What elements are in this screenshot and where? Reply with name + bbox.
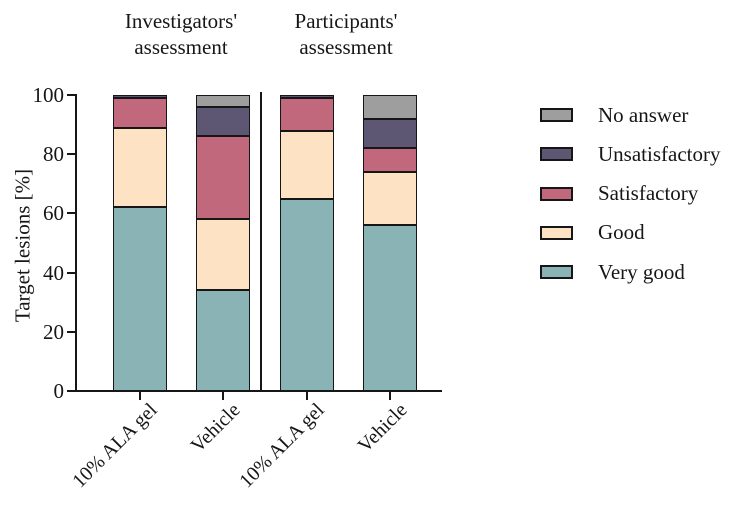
- legend-label: Unsatisfactory: [598, 141, 721, 166]
- y-axis-title: Target lesions [%]: [10, 168, 35, 323]
- bar-segment-satisfactory: [280, 97, 334, 131]
- very-good-swatch: [540, 265, 573, 280]
- bar-segment-satisfactory: [363, 148, 417, 172]
- legend-label: Good: [598, 220, 645, 245]
- satisfactory-swatch: [540, 186, 573, 201]
- y-axis-line: [75, 94, 77, 392]
- bar-segment-unsatisfactory: [280, 95, 334, 98]
- y-tick-label: 60: [43, 201, 64, 226]
- x-tick-mark: [222, 391, 224, 400]
- legend-item-good: Good: [540, 222, 720, 243]
- group-header-investigators: Investigators' assessment: [124, 9, 238, 59]
- y-tick-label: 20: [43, 319, 64, 344]
- unsatisfactory-swatch: [540, 147, 573, 162]
- legend-item-no-answer: No answer: [540, 104, 720, 125]
- bar-segment-satisfactory: [112, 97, 167, 128]
- bar-segment-satisfactory: [196, 136, 250, 220]
- y-tick-label: 40: [43, 260, 64, 285]
- x-tick-label: 10% ALA gel: [235, 399, 329, 493]
- legend-label: No answer: [598, 102, 689, 127]
- legend-item-unsatisfactory: Unsatisfactory: [540, 143, 720, 164]
- legend-label: Satisfactory: [598, 181, 699, 206]
- y-tick-mark: [67, 94, 77, 96]
- y-tick-label: 0: [53, 379, 65, 403]
- x-tick-label: Vehicle: [186, 399, 245, 457]
- x-tick-mark: [138, 391, 141, 400]
- y-tick-label: 100: [32, 83, 65, 107]
- x-tick-label: 10% ALA gel: [67, 399, 162, 493]
- bar-segment-unsatisfactory: [196, 106, 250, 137]
- bar-segment-good: [196, 219, 250, 291]
- y-tick-label: 80: [43, 142, 64, 167]
- y-tick-mark: [67, 212, 77, 215]
- y-tick-mark: [67, 271, 77, 274]
- group-divider-line: [260, 92, 262, 392]
- legend-item-satisfactory: Satisfactory: [540, 183, 720, 204]
- bar-segment-unsatisfactory: [112, 95, 167, 98]
- legend-label: Very good: [598, 259, 685, 284]
- bar-segment-very-good: [196, 290, 250, 391]
- x-tick-mark: [389, 391, 391, 400]
- bar-segment-unsatisfactory: [363, 118, 417, 149]
- no-answer-swatch: [540, 108, 573, 122]
- x-tick-mark: [306, 391, 308, 400]
- good-swatch: [540, 225, 573, 240]
- y-tick-mark: [67, 390, 77, 392]
- y-tick-mark: [67, 153, 77, 156]
- bar-segment-very-good: [112, 207, 167, 391]
- bar-segment-good: [112, 127, 167, 208]
- bar-segment-very-good: [280, 198, 334, 391]
- legend: No answer Unsatisfactory Satisfactory Go…: [540, 104, 720, 304]
- x-axis-line: [75, 390, 442, 392]
- bar-segment-good: [363, 171, 417, 226]
- bar-segment-very-good: [363, 225, 417, 391]
- group-header-participants: Participants' assessment: [294, 9, 398, 59]
- y-tick-mark: [67, 330, 77, 333]
- x-tick-label: Vehicle: [353, 399, 412, 457]
- bar-segment-no-answer: [196, 95, 250, 107]
- legend-item-very-good: Very good: [540, 261, 720, 282]
- bar-segment-no-answer: [363, 95, 417, 119]
- bar-segment-good: [280, 130, 334, 199]
